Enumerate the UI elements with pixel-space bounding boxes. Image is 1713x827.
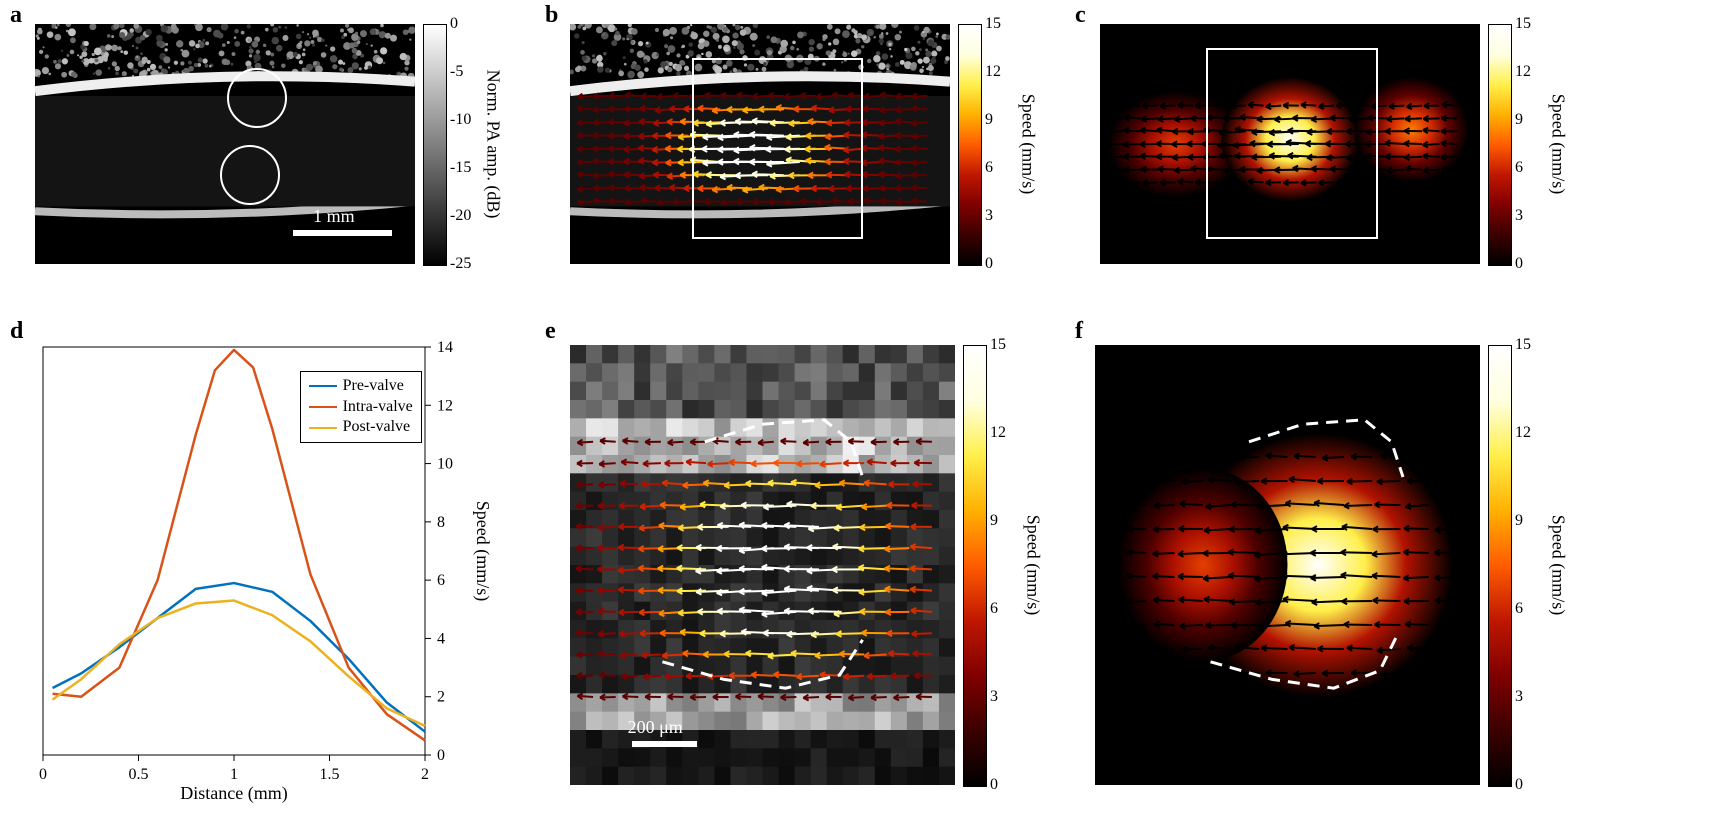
scalebar <box>632 741 697 747</box>
colorbar-tick: -15 <box>450 159 490 177</box>
panel-f <box>1095 345 1480 785</box>
roi-rect <box>1206 48 1377 239</box>
colorbar-tick: 9 <box>990 512 1030 530</box>
panel-label-f: f <box>1075 318 1083 345</box>
colorbar-tick: 3 <box>1515 688 1555 706</box>
scalebar-label: 1 mm <box>313 206 355 227</box>
colorbar-tick: 6 <box>1515 600 1555 618</box>
panel-d-chart: 00.511.5202468101214Distance (mm)Speed (… <box>15 335 495 805</box>
panel-label-c: c <box>1075 2 1086 29</box>
colorbar-tick: 3 <box>1515 207 1555 225</box>
svg-text:10: 10 <box>437 456 453 473</box>
svg-text:4: 4 <box>437 630 445 647</box>
roi-rect <box>692 58 863 240</box>
svg-text:2: 2 <box>421 766 429 783</box>
svg-text:1: 1 <box>230 766 238 783</box>
roi-circle <box>227 68 287 128</box>
colorbar-tick: -20 <box>450 207 490 225</box>
svg-text:Distance (mm): Distance (mm) <box>180 783 287 804</box>
svg-text:6: 6 <box>437 572 445 589</box>
colorbar-tick: 6 <box>990 600 1030 618</box>
panel-label-b: b <box>545 2 558 29</box>
colorbar-tick: 9 <box>1515 512 1555 530</box>
colorbar-c <box>1488 24 1512 266</box>
colorbar-a-label: Norm. PA amp. (dB) <box>483 70 504 219</box>
colorbar-tick: 12 <box>1515 424 1555 442</box>
colorbar-b <box>958 24 982 266</box>
panel-label-e: e <box>545 318 556 345</box>
figure: a b c d e f Norm. PA amp. (dB) Speed (mm… <box>0 0 1713 827</box>
colorbar-tick: 12 <box>990 424 1030 442</box>
colorbar-e <box>963 345 987 787</box>
colorbar-tick: 15 <box>1515 336 1555 354</box>
colorbar-tick: 6 <box>985 159 1025 177</box>
colorbar-tick: 9 <box>985 111 1025 129</box>
colorbar-b-label: Speed (mm/s) <box>1018 94 1039 195</box>
colorbar-tick: -25 <box>450 255 490 273</box>
colorbar-c-label: Speed (mm/s) <box>1548 94 1569 195</box>
svg-text:14: 14 <box>437 339 453 356</box>
colorbar-a <box>423 24 447 266</box>
colorbar-tick: 0 <box>1515 776 1555 794</box>
svg-text:8: 8 <box>437 514 445 531</box>
colorbar-tick: 3 <box>985 207 1025 225</box>
colorbar-tick: 3 <box>990 688 1030 706</box>
svg-text:Speed (mm/s): Speed (mm/s) <box>472 501 493 602</box>
colorbar-tick: 6 <box>1515 159 1555 177</box>
colorbar-tick: 15 <box>985 15 1025 33</box>
colorbar-tick: 0 <box>985 255 1025 273</box>
colorbar-tick: -10 <box>450 111 490 129</box>
colorbar-f <box>1488 345 1512 787</box>
svg-text:2: 2 <box>437 689 445 706</box>
panel-a <box>35 24 415 264</box>
panel-label-a: a <box>10 2 22 29</box>
colorbar-tick: 0 <box>990 776 1030 794</box>
colorbar-tick: 9 <box>1515 111 1555 129</box>
colorbar-tick: 0 <box>1515 255 1555 273</box>
svg-text:1.5: 1.5 <box>320 766 340 783</box>
colorbar-tick: -5 <box>450 63 490 81</box>
colorbar-tick: 15 <box>990 336 1030 354</box>
colorbar-tick: 0 <box>450 15 490 33</box>
colorbar-tick: 12 <box>1515 63 1555 81</box>
scalebar <box>293 230 392 236</box>
svg-text:0: 0 <box>437 747 445 764</box>
svg-text:0: 0 <box>39 766 47 783</box>
scalebar-label: 200 μm <box>628 717 683 738</box>
roi-circle <box>220 145 280 205</box>
legend: Pre-valveIntra-valvePost-valve <box>300 371 422 443</box>
svg-text:12: 12 <box>437 397 453 414</box>
svg-text:0.5: 0.5 <box>129 766 149 783</box>
colorbar-tick: 15 <box>1515 15 1555 33</box>
colorbar-tick: 12 <box>985 63 1025 81</box>
